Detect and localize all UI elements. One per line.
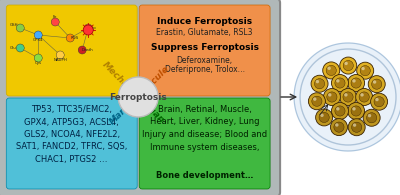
Circle shape bbox=[373, 80, 376, 84]
Circle shape bbox=[353, 123, 356, 127]
Circle shape bbox=[84, 24, 92, 32]
Circle shape bbox=[332, 103, 348, 120]
Circle shape bbox=[351, 78, 361, 88]
Circle shape bbox=[328, 67, 331, 70]
Circle shape bbox=[320, 114, 324, 117]
Text: Mechanism: Mechanism bbox=[101, 60, 148, 106]
Text: Suppress Ferroptosis: Suppress Ferroptosis bbox=[151, 43, 259, 52]
Circle shape bbox=[314, 79, 325, 89]
Circle shape bbox=[83, 25, 93, 35]
FancyBboxPatch shape bbox=[6, 5, 137, 96]
Text: GPX4: GPX4 bbox=[33, 38, 44, 42]
Text: NADPH: NADPH bbox=[53, 58, 67, 62]
Circle shape bbox=[34, 31, 42, 39]
Circle shape bbox=[34, 54, 42, 62]
Circle shape bbox=[316, 80, 319, 83]
Circle shape bbox=[327, 92, 337, 102]
Circle shape bbox=[371, 93, 388, 110]
Circle shape bbox=[356, 89, 373, 105]
Circle shape bbox=[319, 112, 329, 122]
Circle shape bbox=[344, 62, 348, 65]
Circle shape bbox=[351, 106, 361, 116]
Circle shape bbox=[366, 113, 377, 123]
Circle shape bbox=[357, 62, 374, 79]
Text: Organ: Organ bbox=[138, 97, 166, 125]
Circle shape bbox=[51, 18, 59, 26]
Circle shape bbox=[311, 75, 328, 92]
Text: Death: Death bbox=[81, 48, 93, 52]
Circle shape bbox=[361, 67, 365, 70]
Text: Fe: Fe bbox=[53, 15, 58, 19]
Circle shape bbox=[352, 107, 356, 111]
Circle shape bbox=[348, 119, 365, 136]
Circle shape bbox=[332, 74, 348, 91]
Text: GSH: GSH bbox=[10, 23, 18, 27]
Circle shape bbox=[336, 79, 340, 83]
Circle shape bbox=[360, 93, 364, 97]
Circle shape bbox=[374, 97, 384, 107]
Circle shape bbox=[313, 98, 316, 101]
Circle shape bbox=[335, 106, 345, 116]
Circle shape bbox=[359, 92, 369, 102]
Text: Molecule: Molecule bbox=[133, 64, 171, 102]
Text: Cys: Cys bbox=[35, 61, 42, 65]
Circle shape bbox=[360, 66, 370, 76]
Circle shape bbox=[348, 74, 364, 91]
Circle shape bbox=[118, 77, 158, 117]
FancyBboxPatch shape bbox=[6, 98, 137, 189]
Circle shape bbox=[326, 65, 336, 75]
Circle shape bbox=[312, 96, 322, 106]
FancyBboxPatch shape bbox=[139, 5, 270, 96]
Circle shape bbox=[363, 109, 380, 126]
Text: Bone development…: Bone development… bbox=[156, 170, 253, 180]
Polygon shape bbox=[294, 43, 400, 151]
Circle shape bbox=[66, 34, 74, 42]
Text: Ferroptosis: Ferroptosis bbox=[109, 92, 167, 102]
Text: Erastin, Glutamate, RSL3: Erastin, Glutamate, RSL3 bbox=[156, 28, 253, 37]
Circle shape bbox=[330, 119, 348, 136]
Circle shape bbox=[375, 98, 379, 101]
Circle shape bbox=[334, 122, 344, 132]
Text: ROS: ROS bbox=[71, 36, 79, 40]
Circle shape bbox=[352, 79, 356, 83]
Text: Lip: Lip bbox=[90, 26, 96, 30]
Circle shape bbox=[308, 93, 325, 110]
Circle shape bbox=[343, 92, 353, 102]
Circle shape bbox=[344, 93, 348, 97]
Circle shape bbox=[372, 79, 382, 89]
Circle shape bbox=[56, 51, 64, 59]
Circle shape bbox=[16, 24, 24, 32]
Circle shape bbox=[324, 89, 340, 105]
Circle shape bbox=[78, 46, 86, 54]
Text: Induce Ferroptosis: Induce Ferroptosis bbox=[157, 18, 252, 27]
Circle shape bbox=[336, 107, 340, 111]
Text: Brain, Retinal, Muscle,
Heart, Liver, Kidney, Lung
Injury and disease; Blood and: Brain, Retinal, Muscle, Heart, Liver, Ki… bbox=[142, 105, 267, 152]
Circle shape bbox=[368, 76, 385, 93]
Text: Deferoxamine,: Deferoxamine, bbox=[176, 56, 233, 65]
FancyBboxPatch shape bbox=[139, 98, 270, 189]
Circle shape bbox=[343, 60, 353, 71]
Circle shape bbox=[335, 78, 345, 88]
Text: TP53, TTC35/EMC2,
GPX4, ATP5G3, ACSL4,
GLS2, NCOA4, NFE2L2,
SAT1, FANCD2, TFRC, : TP53, TTC35/EMC2, GPX4, ATP5G3, ACSL4, G… bbox=[16, 105, 128, 164]
Text: Deferiprone, Trolox…: Deferiprone, Trolox… bbox=[164, 66, 245, 74]
Circle shape bbox=[335, 123, 338, 127]
Circle shape bbox=[348, 103, 364, 120]
Circle shape bbox=[323, 62, 340, 79]
Circle shape bbox=[316, 109, 333, 126]
FancyBboxPatch shape bbox=[0, 0, 280, 195]
Text: Glu: Glu bbox=[10, 46, 17, 50]
Circle shape bbox=[340, 89, 356, 105]
Text: Marker: Marker bbox=[108, 95, 140, 127]
Circle shape bbox=[16, 44, 24, 52]
Circle shape bbox=[340, 57, 357, 74]
Circle shape bbox=[368, 114, 371, 117]
Circle shape bbox=[352, 122, 362, 132]
Circle shape bbox=[328, 93, 332, 97]
